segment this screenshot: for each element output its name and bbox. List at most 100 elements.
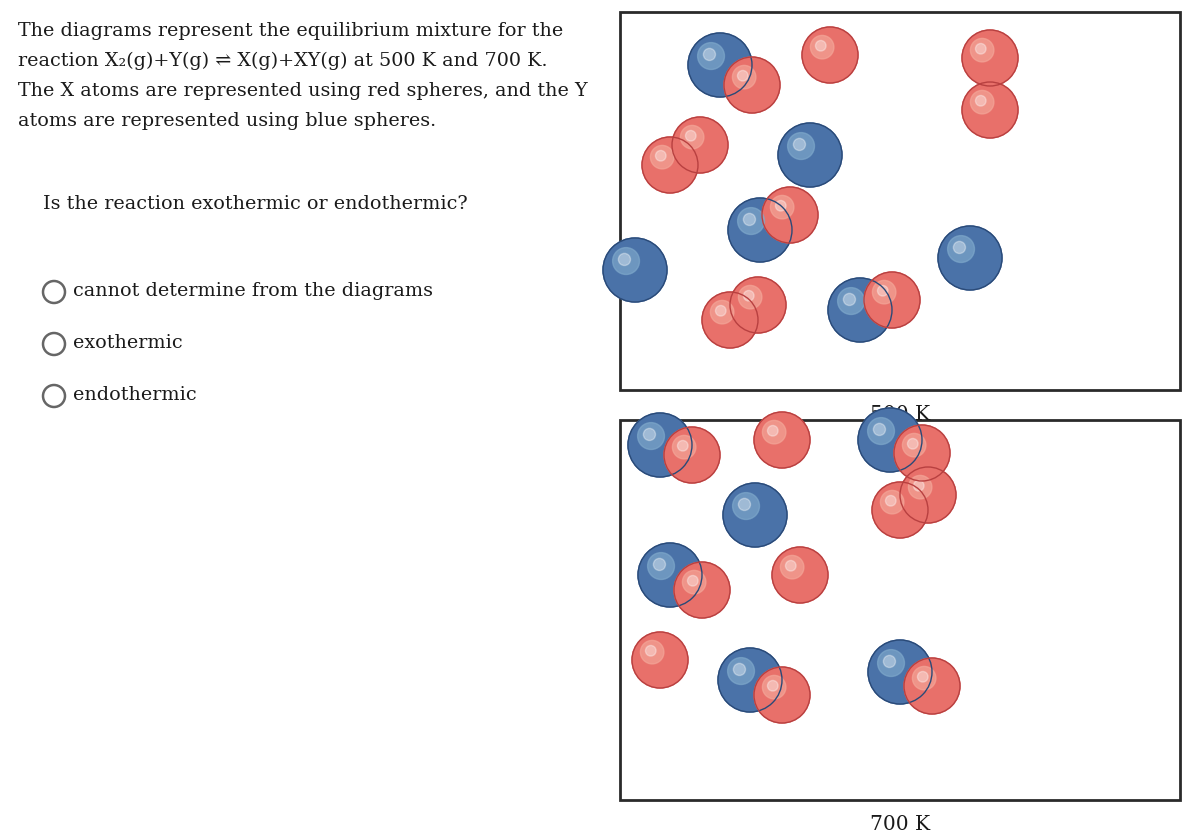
Circle shape	[618, 253, 630, 266]
Circle shape	[744, 291, 754, 301]
Circle shape	[962, 82, 1018, 138]
Circle shape	[864, 272, 920, 328]
Circle shape	[643, 428, 655, 441]
Circle shape	[894, 425, 950, 481]
Circle shape	[702, 292, 758, 348]
Circle shape	[874, 423, 886, 436]
Circle shape	[680, 125, 704, 149]
Circle shape	[732, 65, 756, 89]
Circle shape	[913, 480, 924, 491]
Circle shape	[953, 241, 966, 254]
Circle shape	[908, 475, 932, 499]
Circle shape	[628, 413, 692, 477]
Circle shape	[718, 648, 782, 712]
Circle shape	[962, 30, 1018, 86]
Circle shape	[900, 467, 956, 523]
Circle shape	[902, 433, 926, 457]
Circle shape	[637, 423, 665, 449]
Text: reaction X₂(g)+Y(g) ⇌ X(g)+XY(g) at 500 K and 700 K.: reaction X₂(g)+Y(g) ⇌ X(g)+XY(g) at 500 …	[18, 52, 547, 70]
Circle shape	[738, 286, 762, 309]
Text: atoms are represented using blue spheres.: atoms are represented using blue spheres…	[18, 112, 436, 130]
Circle shape	[743, 214, 756, 225]
Circle shape	[844, 293, 856, 306]
Circle shape	[868, 640, 932, 704]
Circle shape	[612, 248, 640, 275]
Bar	[620, 12, 1180, 390]
Circle shape	[632, 632, 688, 688]
Circle shape	[802, 27, 858, 83]
Circle shape	[971, 38, 994, 62]
Circle shape	[778, 123, 842, 187]
Text: 700 K: 700 K	[870, 815, 930, 834]
Circle shape	[655, 150, 666, 161]
Circle shape	[780, 555, 804, 579]
Circle shape	[787, 133, 815, 159]
Circle shape	[650, 145, 674, 169]
Circle shape	[738, 208, 764, 235]
Circle shape	[648, 553, 674, 579]
Circle shape	[886, 495, 896, 506]
Circle shape	[672, 435, 696, 459]
Text: The diagrams represent the equilibrium mixture for the: The diagrams represent the equilibrium m…	[18, 22, 563, 40]
Circle shape	[881, 490, 904, 514]
Circle shape	[904, 658, 960, 714]
Circle shape	[877, 650, 905, 676]
Circle shape	[838, 287, 864, 315]
Circle shape	[883, 655, 895, 667]
Circle shape	[727, 658, 755, 685]
Circle shape	[762, 420, 786, 444]
Circle shape	[907, 438, 918, 449]
Circle shape	[971, 90, 994, 114]
Circle shape	[872, 482, 928, 538]
Circle shape	[646, 645, 656, 656]
Circle shape	[918, 671, 928, 682]
Circle shape	[683, 570, 706, 594]
Circle shape	[793, 139, 805, 150]
Circle shape	[938, 226, 1002, 290]
Circle shape	[674, 562, 730, 618]
Circle shape	[768, 426, 778, 436]
Circle shape	[762, 676, 786, 699]
Circle shape	[976, 43, 986, 54]
Circle shape	[732, 493, 760, 519]
Text: The X atoms are represented using red spheres, and the Y: The X atoms are represented using red sp…	[18, 82, 588, 100]
Circle shape	[664, 427, 720, 483]
Circle shape	[730, 277, 786, 333]
Circle shape	[976, 95, 986, 106]
Circle shape	[810, 35, 834, 59]
Text: exothermic: exothermic	[73, 334, 182, 352]
Circle shape	[872, 281, 896, 304]
Circle shape	[754, 412, 810, 468]
Circle shape	[641, 640, 664, 664]
Circle shape	[877, 286, 888, 296]
Circle shape	[868, 418, 894, 444]
Circle shape	[697, 43, 725, 69]
Circle shape	[728, 198, 792, 262]
Circle shape	[724, 57, 780, 113]
Circle shape	[710, 301, 734, 324]
Bar	[620, 420, 1180, 800]
Text: cannot determine from the diagrams: cannot determine from the diagrams	[73, 282, 433, 300]
Circle shape	[638, 543, 702, 607]
Circle shape	[754, 667, 810, 723]
Circle shape	[912, 666, 936, 690]
Circle shape	[762, 187, 818, 243]
Circle shape	[770, 195, 794, 219]
Circle shape	[672, 117, 728, 173]
Circle shape	[816, 40, 826, 51]
Circle shape	[703, 48, 715, 60]
Text: endothermic: endothermic	[73, 386, 197, 404]
Circle shape	[738, 498, 750, 510]
Text: 500 K: 500 K	[870, 405, 930, 424]
Circle shape	[775, 200, 786, 211]
Circle shape	[772, 547, 828, 603]
Circle shape	[688, 33, 752, 97]
Circle shape	[948, 235, 974, 262]
Circle shape	[715, 306, 726, 316]
Circle shape	[642, 137, 698, 193]
Circle shape	[733, 663, 745, 676]
Circle shape	[653, 559, 666, 570]
Circle shape	[786, 560, 796, 571]
Text: Is the reaction exothermic or endothermic?: Is the reaction exothermic or endothermi…	[43, 195, 468, 213]
Circle shape	[604, 238, 667, 302]
